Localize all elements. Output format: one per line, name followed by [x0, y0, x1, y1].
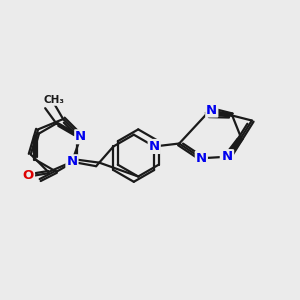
Text: N: N [206, 103, 218, 116]
Text: N: N [148, 140, 160, 153]
Text: N: N [196, 152, 207, 165]
Text: N: N [66, 155, 77, 168]
Text: N: N [222, 150, 233, 163]
Text: N: N [75, 130, 86, 143]
Text: N: N [221, 150, 232, 163]
Text: O: O [23, 169, 34, 182]
Text: CH₃: CH₃ [43, 95, 64, 105]
